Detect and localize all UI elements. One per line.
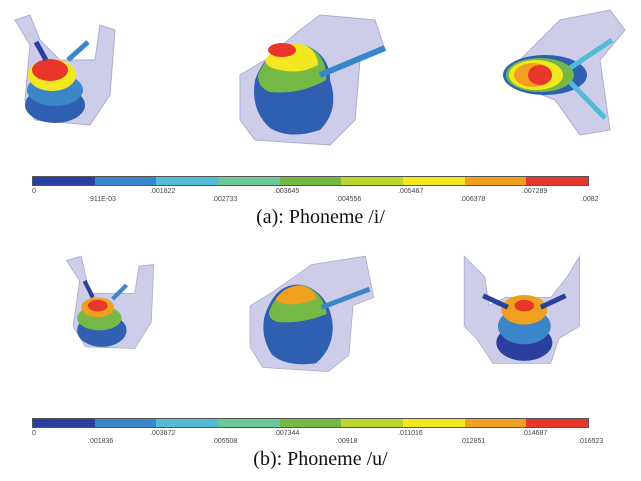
tick-label: .005508 bbox=[212, 438, 238, 445]
colorbar-swatch bbox=[464, 177, 527, 185]
tick-label: .003645 bbox=[274, 188, 300, 195]
tick-label: 0 bbox=[32, 430, 36, 437]
tick-label: .007289 bbox=[522, 188, 548, 195]
colorbar-swatch bbox=[464, 419, 527, 427]
colorbar-ticks-u: 0 .001836 .003672 .005508 .007344 .00918… bbox=[32, 430, 603, 445]
tick-label: .011016 bbox=[398, 430, 423, 437]
colorbar-swatch bbox=[341, 419, 404, 427]
colorbar-swatch bbox=[156, 419, 219, 427]
colorbar-swatch bbox=[218, 177, 280, 185]
caption-phoneme-u: (b): Phoneme /u/ bbox=[253, 448, 388, 470]
tick-label: .002733 bbox=[212, 196, 238, 203]
tick-label: .006378 bbox=[460, 196, 486, 203]
tongue-views-u bbox=[65, 254, 580, 372]
tick-label: .00918 bbox=[336, 438, 358, 445]
tick-label: .016523 bbox=[578, 438, 604, 445]
tick-label: .001822 bbox=[150, 188, 176, 195]
colorbar-legend-i bbox=[32, 176, 589, 186]
tongue-front-view bbox=[14, 14, 116, 126]
tick-label: .012851 bbox=[460, 438, 486, 445]
colorbar-ticks-i: 0 .911E-03 .001822 .002733 .003645 .0045… bbox=[32, 188, 599, 203]
tongue-side-view bbox=[249, 255, 375, 372]
colorbar-swatch bbox=[403, 177, 465, 185]
tongue-front-view bbox=[65, 255, 155, 349]
colorbar-swatch bbox=[341, 177, 404, 185]
tongue-side-view bbox=[239, 14, 387, 146]
colorbar-swatch bbox=[218, 419, 280, 427]
tick-label: .0082 bbox=[581, 196, 599, 203]
tick-label: .001836 bbox=[88, 438, 114, 445]
colorbar-swatch bbox=[403, 419, 465, 427]
colorbar-swatch bbox=[33, 177, 95, 185]
colorbar-swatch bbox=[94, 177, 157, 185]
tongue-back-view bbox=[463, 254, 580, 364]
colorbar-swatch bbox=[279, 177, 342, 185]
colorbar-swatch bbox=[94, 419, 157, 427]
colorbar-swatch bbox=[156, 177, 219, 185]
tick-label: .014687 bbox=[522, 430, 548, 437]
panel-phoneme-u: 0 .001836 .003672 .005508 .007344 .00918… bbox=[0, 248, 641, 481]
tick-label: .004556 bbox=[336, 196, 362, 203]
colorbar-swatch bbox=[526, 419, 589, 427]
tick-label: 0 bbox=[32, 188, 36, 195]
tick-label: .911E-03 bbox=[88, 196, 116, 203]
tick-label: .007344 bbox=[274, 430, 300, 437]
panel-phoneme-i: 0 .911E-03 .001822 .002733 .003645 .0045… bbox=[0, 0, 641, 240]
colorbar-swatch bbox=[33, 419, 95, 427]
colorbar-swatch bbox=[279, 419, 342, 427]
colorbar-legend-u bbox=[32, 418, 589, 428]
tick-label: .003672 bbox=[150, 430, 176, 437]
tongue-top-view bbox=[503, 9, 626, 136]
tick-label: .005467 bbox=[398, 188, 424, 195]
caption-phoneme-i: (a): Phoneme /i/ bbox=[256, 206, 385, 228]
colorbar-swatch bbox=[526, 177, 589, 185]
tongue-views-i bbox=[14, 9, 626, 146]
